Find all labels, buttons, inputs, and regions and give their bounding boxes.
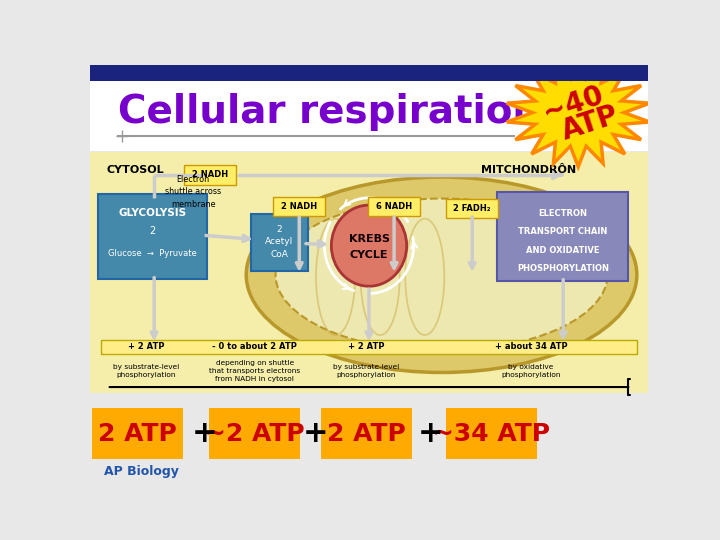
Text: 2: 2 (276, 225, 282, 234)
Text: by substrate-level
phosphorylation: by substrate-level phosphorylation (112, 364, 179, 378)
FancyBboxPatch shape (446, 199, 498, 218)
FancyBboxPatch shape (90, 80, 648, 151)
Ellipse shape (246, 177, 637, 373)
Text: MITCHONDRÔN: MITCHONDRÔN (481, 165, 576, 174)
Text: by substrate-level
phosphorylation: by substrate-level phosphorylation (333, 364, 400, 378)
Ellipse shape (276, 199, 608, 351)
FancyBboxPatch shape (209, 408, 300, 460)
Text: ELECTRON: ELECTRON (539, 209, 588, 218)
Text: 2 NADH: 2 NADH (282, 201, 318, 211)
Text: CoA: CoA (270, 250, 288, 259)
FancyBboxPatch shape (90, 152, 648, 393)
Text: KREBS: KREBS (348, 234, 390, 245)
Text: +: + (418, 420, 444, 448)
FancyBboxPatch shape (184, 165, 236, 185)
Text: 6 NADH: 6 NADH (376, 201, 412, 211)
Text: +: + (192, 420, 217, 448)
Text: CYCLE: CYCLE (350, 250, 388, 260)
Text: TRANSPORT CHAIN: TRANSPORT CHAIN (518, 227, 608, 237)
Text: + 2 ATP: + 2 ATP (348, 342, 384, 351)
Text: 2 NADH: 2 NADH (192, 171, 228, 179)
Text: 2: 2 (150, 226, 156, 236)
Text: depending on shuttle
that transports electrons
from NADH in cytosol: depending on shuttle that transports ele… (209, 361, 300, 382)
FancyBboxPatch shape (92, 408, 183, 460)
FancyBboxPatch shape (101, 340, 637, 354)
Text: Glucose  →  Pyruvate: Glucose → Pyruvate (109, 249, 197, 258)
FancyBboxPatch shape (368, 197, 420, 216)
Text: ~40: ~40 (539, 80, 606, 126)
Text: Electron
shuttle across
membrane: Electron shuttle across membrane (165, 174, 221, 208)
Text: PHOSPHORYLATION: PHOSPHORYLATION (517, 264, 609, 273)
Text: ATP: ATP (559, 100, 623, 145)
Text: - 0 to about 2 ATP: - 0 to about 2 ATP (212, 342, 297, 351)
FancyBboxPatch shape (446, 408, 537, 460)
Text: ~2 ATP: ~2 ATP (204, 422, 305, 446)
Text: GLYCOLYSIS: GLYCOLYSIS (119, 208, 186, 218)
Text: AND OXIDATIVE: AND OXIDATIVE (526, 246, 600, 255)
Text: AP Biology: AP Biology (104, 465, 179, 478)
Text: 2 FADH₂: 2 FADH₂ (454, 204, 491, 213)
FancyBboxPatch shape (90, 65, 648, 80)
Polygon shape (507, 58, 649, 167)
FancyBboxPatch shape (99, 194, 207, 279)
Text: by oxidative
phosphorylation: by oxidative phosphorylation (501, 364, 561, 378)
Text: + about 34 ATP: + about 34 ATP (495, 342, 567, 351)
Text: 2 ATP: 2 ATP (98, 422, 177, 446)
Text: ~34 ATP: ~34 ATP (433, 422, 550, 446)
Text: Cellular respiration: Cellular respiration (118, 93, 540, 131)
Text: +: + (303, 420, 329, 448)
Ellipse shape (331, 205, 407, 286)
Text: 2 ATP: 2 ATP (327, 422, 405, 446)
FancyBboxPatch shape (273, 197, 325, 216)
FancyBboxPatch shape (320, 408, 412, 460)
FancyBboxPatch shape (251, 214, 307, 271)
Text: Acetyl: Acetyl (265, 237, 293, 246)
Text: + 2 ATP: + 2 ATP (127, 342, 164, 351)
FancyBboxPatch shape (498, 192, 629, 281)
FancyBboxPatch shape (90, 393, 648, 481)
Text: CYTOSOL: CYTOSOL (107, 165, 164, 174)
